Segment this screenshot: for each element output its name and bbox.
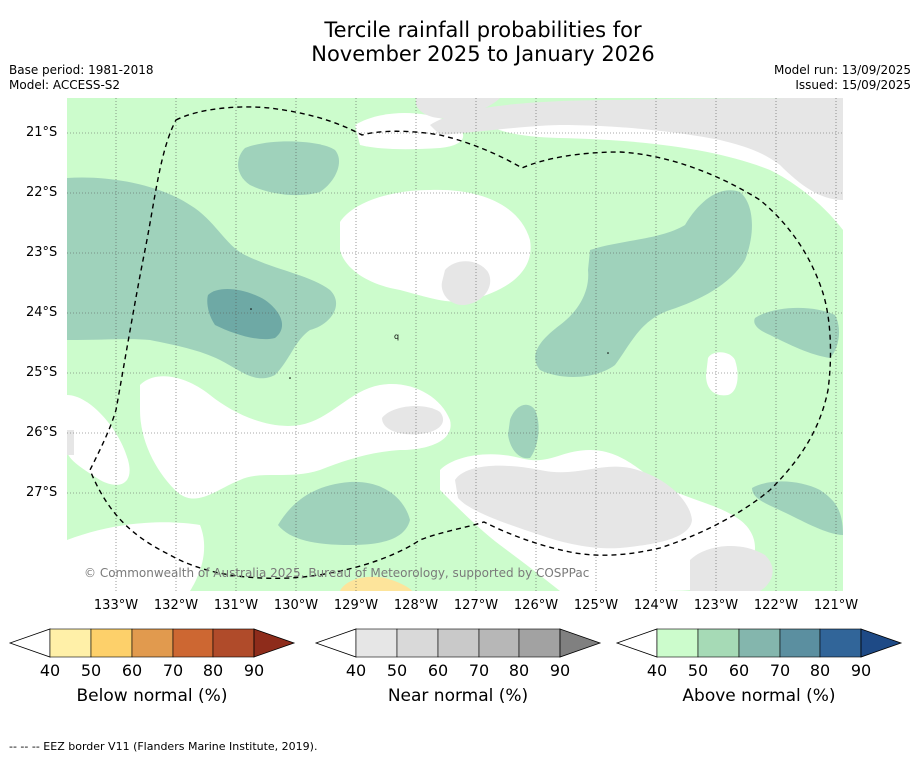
eez-footnote: -- -- -- EEZ border V11 (Flanders Marine… [9, 740, 318, 753]
lon-label: 133°W [93, 598, 139, 613]
colorbar-near [314, 628, 602, 658]
near-normal-southeast-patch [455, 465, 692, 549]
copyright-notice: © Commonwealth of Australia 2025, Bureau… [84, 566, 590, 580]
colorbar-below-tick: 70 [162, 661, 184, 680]
colorbar-near-tick: 60 [427, 661, 449, 680]
eez-border [89, 106, 832, 579]
title-line-1: Tercile rainfall probabilities for [324, 18, 642, 42]
near-normal-center-patch [441, 261, 491, 306]
lon-label: 124°W [633, 598, 679, 613]
above-normal-50-southeast [752, 481, 843, 535]
map-title: Tercile rainfall probabilities for Novem… [0, 18, 919, 66]
title-line-2: November 2025 to January 2026 [311, 42, 655, 66]
base-period: Base period: 1981-2018 [9, 63, 154, 77]
model-run: Model run: 13/09/2025 [773, 63, 911, 77]
above-normal-60-patch [207, 288, 283, 340]
lon-label: 132°W [153, 598, 199, 613]
neutral-region-left-edge [67, 395, 130, 485]
neutral-region-southwest [140, 376, 451, 499]
meta-right: Model run: 13/09/2025 Issued: 15/09/2025 [774, 63, 911, 93]
near-normal-left-sliver [67, 430, 74, 455]
colorbar-below-tick: 80 [202, 661, 224, 680]
colorbar-near-tick: 90 [549, 661, 571, 680]
colorbar-below-tick: 90 [243, 661, 265, 680]
lon-label: 122°W [753, 598, 799, 613]
lon-label: 125°W [573, 598, 619, 613]
lat-label: 21°S [26, 125, 58, 140]
above-normal-50-south [278, 481, 410, 545]
colorbar-above-tick: 80 [809, 661, 831, 680]
lon-label: 126°W [513, 598, 559, 613]
neutral-region-east-pocket [706, 352, 738, 396]
colorbar-near-tick: 40 [345, 661, 367, 680]
neutral-region-southwest-corner [67, 522, 205, 591]
near-normal-south-patch [382, 406, 444, 435]
speckle-dot [607, 352, 609, 354]
colorbar-above-tick: 40 [646, 661, 668, 680]
colorbar-above-tick: 50 [687, 661, 709, 680]
lon-label: 129°W [333, 598, 379, 613]
lat-label: 25°S [26, 365, 58, 380]
lon-label: 130°W [273, 598, 319, 613]
speckle-dot [289, 377, 291, 379]
map-plot-area: q [67, 98, 843, 591]
below-normal-bottom-patch [340, 576, 412, 591]
speckle-dot [250, 308, 252, 310]
lat-label: 24°S [26, 305, 58, 320]
lat-label: 22°S [26, 185, 58, 200]
colorbar-below-tick: 50 [80, 661, 102, 680]
colorbar-below-label: Below normal (%) [76, 686, 228, 706]
near-normal-north-strip [416, 98, 500, 119]
meta-left: Base period: 1981-2018 Model: ACCESS-S2 [9, 63, 154, 93]
lon-label: 127°W [453, 598, 499, 613]
map-gridlines [67, 98, 843, 591]
colorbar-near-tick: 50 [386, 661, 408, 680]
colorbar-below [8, 628, 296, 658]
above-normal-50-center-blob [508, 404, 539, 459]
colorbar-near-tick: 80 [508, 661, 530, 680]
colorbar-below-tick: 40 [39, 661, 61, 680]
colorbar-above-tick: 60 [728, 661, 750, 680]
colorbar-above-label: Above normal (%) [682, 686, 836, 706]
near-normal-northeast [430, 98, 843, 200]
lon-label: 123°W [693, 598, 739, 613]
lat-label: 27°S [26, 485, 58, 500]
colorbar-near-label: Near normal (%) [387, 686, 529, 706]
colorbar-above-tick: 90 [850, 661, 872, 680]
issued-date: Issued: 15/09/2025 [795, 78, 911, 92]
lon-label: 121°W [813, 598, 859, 613]
above-normal-50-north [238, 141, 340, 196]
colorbar-above [615, 628, 903, 658]
speckle-mark: q [394, 332, 399, 341]
lat-label: 26°S [26, 425, 58, 440]
colorbar-above-tick: 70 [769, 661, 791, 680]
above-normal-50-east-edge [754, 307, 840, 358]
lon-label: 131°W [213, 598, 259, 613]
lon-label: 128°W [393, 598, 439, 613]
above-normal-50-east-large [535, 190, 752, 377]
near-normal-bottom-patch [690, 545, 773, 591]
model-name: Model: ACCESS-S2 [9, 78, 121, 92]
lat-label: 23°S [26, 245, 58, 260]
colorbar-near-tick: 70 [468, 661, 490, 680]
colorbar-below-tick: 60 [121, 661, 143, 680]
